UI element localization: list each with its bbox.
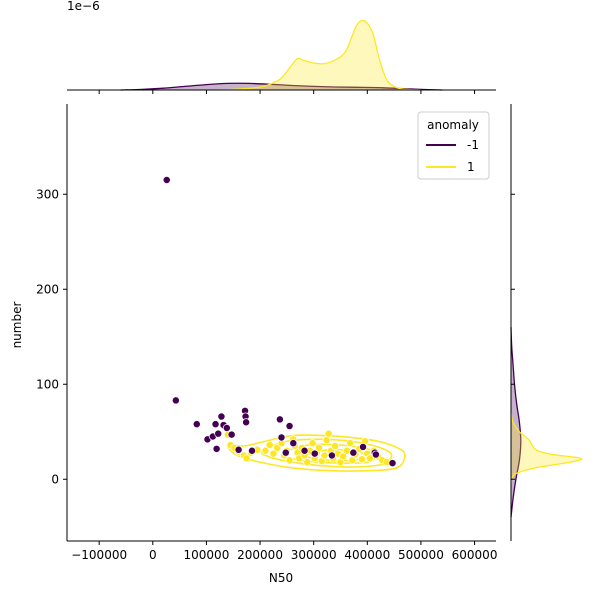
x-tick-label: 400000 [344,548,390,562]
scatter-point-anomaly-neg1 [388,459,397,468]
legend-title: anomaly [427,118,479,132]
x-tick-label: 0 [149,548,157,562]
x-tick-label: 600000 [452,548,498,562]
main-plot-panel: −100000 0 100000 200000 300000 400000 500000 60… [10,104,497,585]
right-marginal-panel [510,104,583,541]
legend-label-neg1: -1 [467,138,479,152]
scatter-point-anomaly-neg1 [285,422,294,430]
scatter-point-anomaly-1 [261,446,270,455]
scatter-point-anomaly-1 [320,451,329,460]
scatter-point-anomaly-neg1 [248,446,256,455]
scatter-point-anomaly-neg1 [242,418,251,427]
top-marginal-density-curve [120,82,443,91]
scatter-point-anomaly-1 [342,446,351,455]
top-marginal-density-curve [217,19,421,91]
scatter-point-anomaly-1 [303,458,312,467]
top-marginal-density-fill [217,20,421,90]
scatter-point-anomaly-neg1 [214,429,223,438]
right-marginal-ticks [511,193,515,480]
right-marginal-density-curve [510,412,583,485]
scatter-point-anomaly-neg1 [227,430,236,439]
x-tick-label: −100000 [71,548,127,562]
x-axis-ticks: −100000 0 100000 200000 300000 400000 500000 60… [71,541,497,562]
right-marginal-density-curve [510,327,522,518]
scatter-point-anomaly-neg1 [300,446,309,455]
x-tick-label: 200000 [237,548,283,562]
scatter-point-anomaly-1 [242,454,251,463]
scatter-point-anomaly-neg1 [281,448,290,457]
scatter-point-anomaly-1 [339,452,348,461]
scatter-point-anomaly-1 [315,443,323,452]
scatter-point-anomaly-neg1 [212,444,221,453]
scatter-point-anomaly-1 [269,449,278,458]
top-marginal-offset-text: 1e−6 [67,0,100,13]
x-tick-label: 100000 [184,548,230,562]
y-tick-label: 100 [36,377,59,391]
scatter-point-anomaly-neg1 [349,448,358,457]
y-tick-label: 0 [51,472,59,486]
scatter-point-anomaly-neg1 [359,443,367,451]
scatter-point-anomaly-neg1 [277,433,286,442]
y-tick-label: 300 [36,187,59,201]
scatter-point-anomaly-neg1 [222,424,231,432]
scatter-point-anomaly-neg1 [217,412,226,421]
top-marginal-ticks [98,90,476,94]
scatter-point-anomaly-neg1 [211,420,220,429]
scatter-point-anomaly-neg1 [234,445,243,454]
scatter-point-anomaly-neg1 [289,439,298,448]
scatter-point-anomaly-neg1 [327,451,336,460]
y-tick-label: 200 [36,282,59,296]
scatter-point-anomaly-neg1 [310,449,319,458]
top-marginal-panel: 1e−6 [67,0,496,94]
y-axis-label: number [10,302,24,349]
legend-label-1: 1 [467,160,475,174]
scatter-point-anomaly-1 [346,439,355,448]
scatter-point-anomaly-neg1 [171,396,180,405]
scatter-points [162,176,397,468]
scatter-point-anomaly-1 [322,436,331,445]
scatter-point-anomaly-1 [308,439,317,448]
scatter-point-anomaly-1 [324,429,333,438]
scatter-point-anomaly-1 [366,454,374,463]
scatter-point-anomaly-neg1 [162,176,171,184]
legend: anomaly -1 1 [417,111,490,180]
scatter-point-anomaly-neg1 [275,415,284,424]
scatter-point-anomaly-1 [331,442,340,450]
x-tick-label: 500000 [398,548,444,562]
y-axis-ticks: 0 100 200 300 [36,187,67,486]
scatter-point-anomaly-1 [357,455,366,464]
right-marginal-density-fill [511,412,582,484]
scatter-point-anomaly-neg1 [371,450,380,459]
right-marginal-curves [510,327,583,518]
scatter-point-anomaly-neg1 [192,420,201,429]
top-marginal-curves [120,19,443,91]
x-axis-label: N50 [269,571,293,585]
x-tick-label: 300000 [291,548,337,562]
scatter-point-anomaly-1 [265,441,274,449]
top-marginal-density-fill [120,83,443,90]
scatter-point-anomaly-1 [285,456,294,465]
